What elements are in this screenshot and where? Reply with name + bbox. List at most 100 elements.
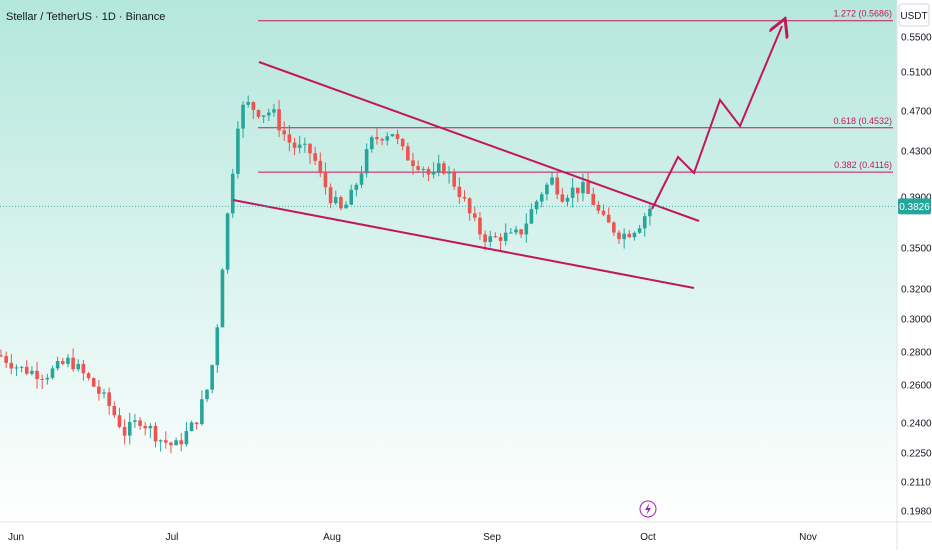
candle <box>148 423 153 439</box>
candle <box>272 103 276 117</box>
candle <box>560 188 565 203</box>
candles-layer <box>0 95 652 454</box>
candle <box>632 231 637 241</box>
candle <box>308 143 312 164</box>
candle <box>333 190 338 205</box>
candle <box>200 390 204 426</box>
candle <box>503 223 508 246</box>
price-tick-label: 0.4700 <box>901 107 932 118</box>
candle <box>282 121 287 142</box>
candle <box>416 160 420 173</box>
candle <box>225 212 230 274</box>
price-tick-label: 0.2400 <box>901 419 932 430</box>
lightning-icon[interactable] <box>639 500 657 518</box>
price-axis-background <box>897 0 932 550</box>
candle <box>467 197 472 221</box>
currency-label: USDT <box>900 11 927 22</box>
price-tick-label: 0.3200 <box>901 285 932 296</box>
candle <box>19 366 24 373</box>
candle <box>164 431 168 449</box>
candle <box>473 206 477 222</box>
candle <box>220 268 225 328</box>
candle <box>612 221 616 236</box>
candle <box>297 135 302 154</box>
candle <box>117 407 122 429</box>
candle <box>35 361 39 389</box>
candle <box>596 200 601 214</box>
fib-level-label: 0.382 (0.4116) <box>834 160 892 170</box>
candle <box>509 228 513 234</box>
candle <box>122 419 127 445</box>
candle <box>436 154 441 177</box>
candle <box>107 387 111 415</box>
candle <box>102 388 106 399</box>
time-tick-label: Aug <box>323 532 341 543</box>
candle <box>40 374 44 390</box>
candle <box>483 230 487 251</box>
candle <box>215 324 220 373</box>
candle <box>86 371 91 381</box>
candle <box>442 161 446 175</box>
candle <box>0 349 3 358</box>
price-tick-label: 0.4300 <box>901 147 932 158</box>
time-axis-layer: Jun Jul Aug Sep Oct Nov <box>8 532 817 543</box>
candle <box>421 166 426 178</box>
candle <box>550 172 554 186</box>
candle <box>66 354 70 368</box>
fib-levels-layer: 1.272 (0.5686) 0.618 (0.4532) 0.382 (0.411… <box>258 9 893 173</box>
candle <box>4 351 8 368</box>
candle <box>411 152 415 176</box>
candle <box>261 115 266 124</box>
candle <box>313 146 317 166</box>
fib-level-label: 0.618 (0.4532) <box>833 116 892 126</box>
time-tick-label: Jul <box>166 532 179 543</box>
candle <box>586 172 590 195</box>
candle <box>277 100 281 137</box>
projected-path-arrow <box>651 26 782 210</box>
candle <box>179 433 184 452</box>
candle <box>246 95 250 108</box>
candle <box>627 230 632 239</box>
candle <box>534 199 539 215</box>
candle <box>431 162 436 179</box>
candle <box>112 401 117 418</box>
candle <box>642 212 647 237</box>
price-tick-label: 0.5100 <box>901 68 932 79</box>
candle <box>406 142 410 161</box>
candle <box>400 137 405 151</box>
candle <box>241 101 245 138</box>
candle <box>97 380 101 401</box>
candle <box>55 356 60 371</box>
candle <box>648 203 652 226</box>
candle <box>169 441 173 454</box>
candle <box>493 232 498 238</box>
candle <box>555 172 559 200</box>
price-tick-label: 0.3000 <box>901 315 932 326</box>
candle <box>14 364 19 377</box>
candle <box>478 211 482 241</box>
candle <box>91 377 96 388</box>
candle <box>189 420 194 432</box>
candle <box>184 422 189 447</box>
candle <box>519 228 523 238</box>
candle <box>158 439 163 452</box>
price-tick-label: 0.5500 <box>901 33 932 44</box>
time-tick-label: Oct <box>640 532 656 543</box>
candle <box>447 166 451 184</box>
candle <box>375 128 379 145</box>
candle <box>323 162 328 195</box>
currency-button[interactable]: USDT <box>898 3 930 27</box>
last-price-tag: 0.3826 <box>898 198 931 215</box>
candle <box>205 389 209 403</box>
time-tick-label: Jun <box>8 532 24 543</box>
candle <box>488 230 493 248</box>
price-tick-label: 0.3500 <box>901 244 932 255</box>
candle <box>390 133 395 137</box>
price-tick-label: 0.2600 <box>901 381 932 392</box>
candle <box>287 124 292 152</box>
wedge-upper-line <box>258 61 700 222</box>
candle <box>524 213 529 243</box>
candle <box>303 137 307 153</box>
